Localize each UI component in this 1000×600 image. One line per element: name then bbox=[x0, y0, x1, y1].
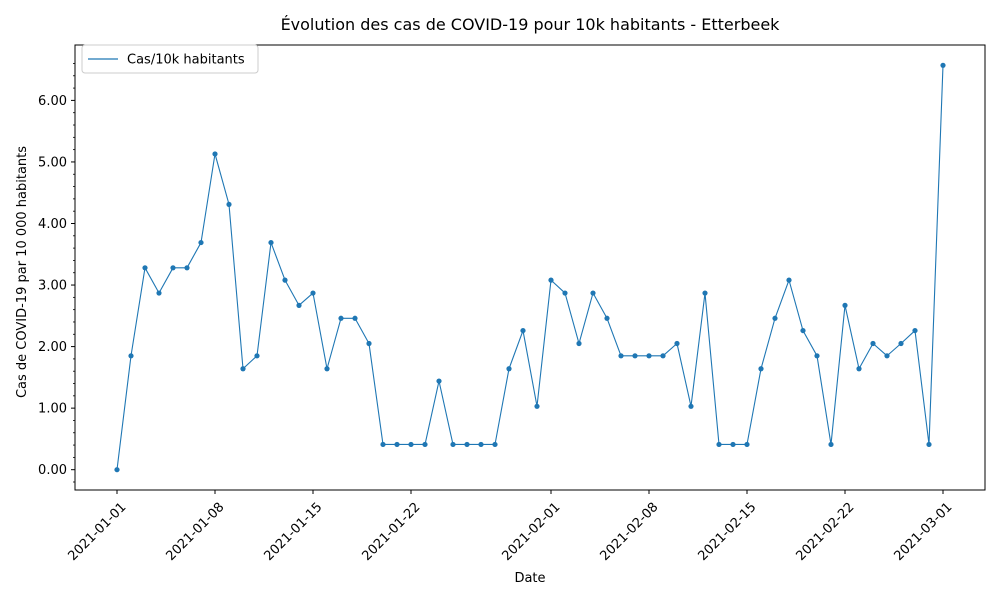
data-point bbox=[450, 441, 456, 448]
data-point bbox=[856, 366, 862, 372]
y-tick-label: 0.00 bbox=[38, 463, 67, 478]
data-point bbox=[660, 353, 666, 359]
data-point bbox=[268, 239, 274, 246]
data-point bbox=[744, 441, 750, 448]
data-point bbox=[520, 327, 526, 334]
data-point bbox=[184, 265, 190, 271]
chart-title: Évolution des cas de COVID-19 pour 10k h… bbox=[281, 15, 781, 34]
data-point bbox=[240, 366, 246, 372]
data-point bbox=[870, 340, 876, 347]
data-point bbox=[478, 441, 484, 448]
data-point bbox=[380, 441, 386, 448]
data-point bbox=[394, 441, 400, 448]
data-point bbox=[548, 277, 554, 283]
data-point bbox=[590, 290, 596, 296]
data-point bbox=[310, 290, 316, 296]
data-point bbox=[282, 277, 288, 283]
data-point bbox=[436, 378, 442, 384]
data-point bbox=[576, 340, 582, 347]
y-tick-label: 4.00 bbox=[38, 217, 67, 232]
data-point bbox=[758, 366, 764, 372]
data-point bbox=[408, 441, 414, 448]
data-point bbox=[772, 315, 778, 321]
data-point bbox=[800, 327, 806, 334]
data-point bbox=[786, 277, 792, 283]
data-point bbox=[674, 340, 680, 347]
data-point bbox=[702, 290, 708, 296]
data-point bbox=[464, 441, 470, 448]
data-point bbox=[324, 366, 330, 372]
legend: Cas/10k habitants bbox=[81, 44, 259, 74]
y-tick-label: 2.00 bbox=[38, 340, 67, 355]
axes-frame bbox=[74, 44, 986, 491]
data-point bbox=[926, 441, 932, 448]
data-point bbox=[422, 441, 428, 448]
data-point bbox=[506, 366, 512, 372]
y-tick-label: 1.00 bbox=[38, 402, 67, 417]
data-point bbox=[142, 265, 148, 271]
y-tick-label: 3.00 bbox=[38, 279, 67, 294]
data-point bbox=[212, 151, 218, 157]
data-point bbox=[632, 353, 638, 359]
data-point bbox=[562, 290, 568, 296]
data-point bbox=[156, 290, 162, 296]
data-point bbox=[646, 353, 652, 359]
legend-box bbox=[81, 44, 259, 74]
data-point bbox=[842, 302, 848, 308]
y-tick-label: 6.00 bbox=[38, 94, 67, 109]
data-point bbox=[170, 265, 176, 271]
data-point bbox=[352, 315, 358, 321]
data-point bbox=[814, 353, 820, 359]
data-point bbox=[730, 441, 736, 448]
data-point bbox=[940, 62, 946, 68]
data-point bbox=[604, 315, 610, 321]
data-point bbox=[338, 315, 344, 321]
data-point bbox=[296, 302, 302, 308]
y-tick-label: 5.00 bbox=[38, 155, 67, 170]
data-point bbox=[898, 340, 904, 347]
data-point bbox=[226, 201, 232, 208]
data-point bbox=[366, 340, 372, 347]
data-point bbox=[254, 353, 260, 359]
data-point bbox=[828, 441, 834, 448]
data-point bbox=[618, 353, 624, 359]
data-point bbox=[688, 403, 694, 409]
data-point bbox=[534, 403, 540, 409]
y-axis-label: Cas de COVID-19 par 10 000 habitants bbox=[15, 146, 30, 398]
data-point bbox=[492, 441, 498, 448]
data-point bbox=[114, 467, 120, 473]
data-point bbox=[912, 327, 918, 334]
series-line bbox=[116, 65, 944, 470]
x-axis-label: Date bbox=[514, 571, 545, 586]
data-point bbox=[128, 353, 134, 359]
data-point bbox=[716, 441, 722, 448]
legend-label: Cas/10k habitants bbox=[127, 53, 245, 68]
data-point bbox=[884, 353, 890, 359]
data-point bbox=[198, 239, 204, 246]
